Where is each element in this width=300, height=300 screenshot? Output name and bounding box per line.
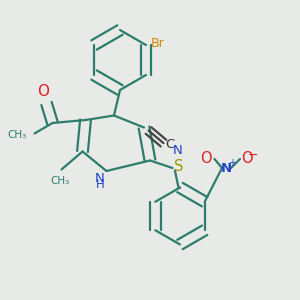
Text: −: − (248, 149, 258, 162)
Text: O: O (200, 151, 212, 166)
Text: C: C (165, 138, 174, 152)
Text: N: N (221, 161, 232, 175)
Text: Br: Br (151, 37, 164, 50)
Text: CH₃: CH₃ (8, 130, 27, 140)
Text: O: O (38, 84, 50, 99)
Text: N: N (95, 172, 105, 185)
Text: +: + (228, 158, 236, 168)
Text: S: S (174, 159, 183, 174)
Text: O: O (242, 151, 253, 166)
Text: H: H (96, 178, 105, 191)
Text: N: N (173, 144, 183, 158)
Text: CH₃: CH₃ (50, 176, 70, 185)
